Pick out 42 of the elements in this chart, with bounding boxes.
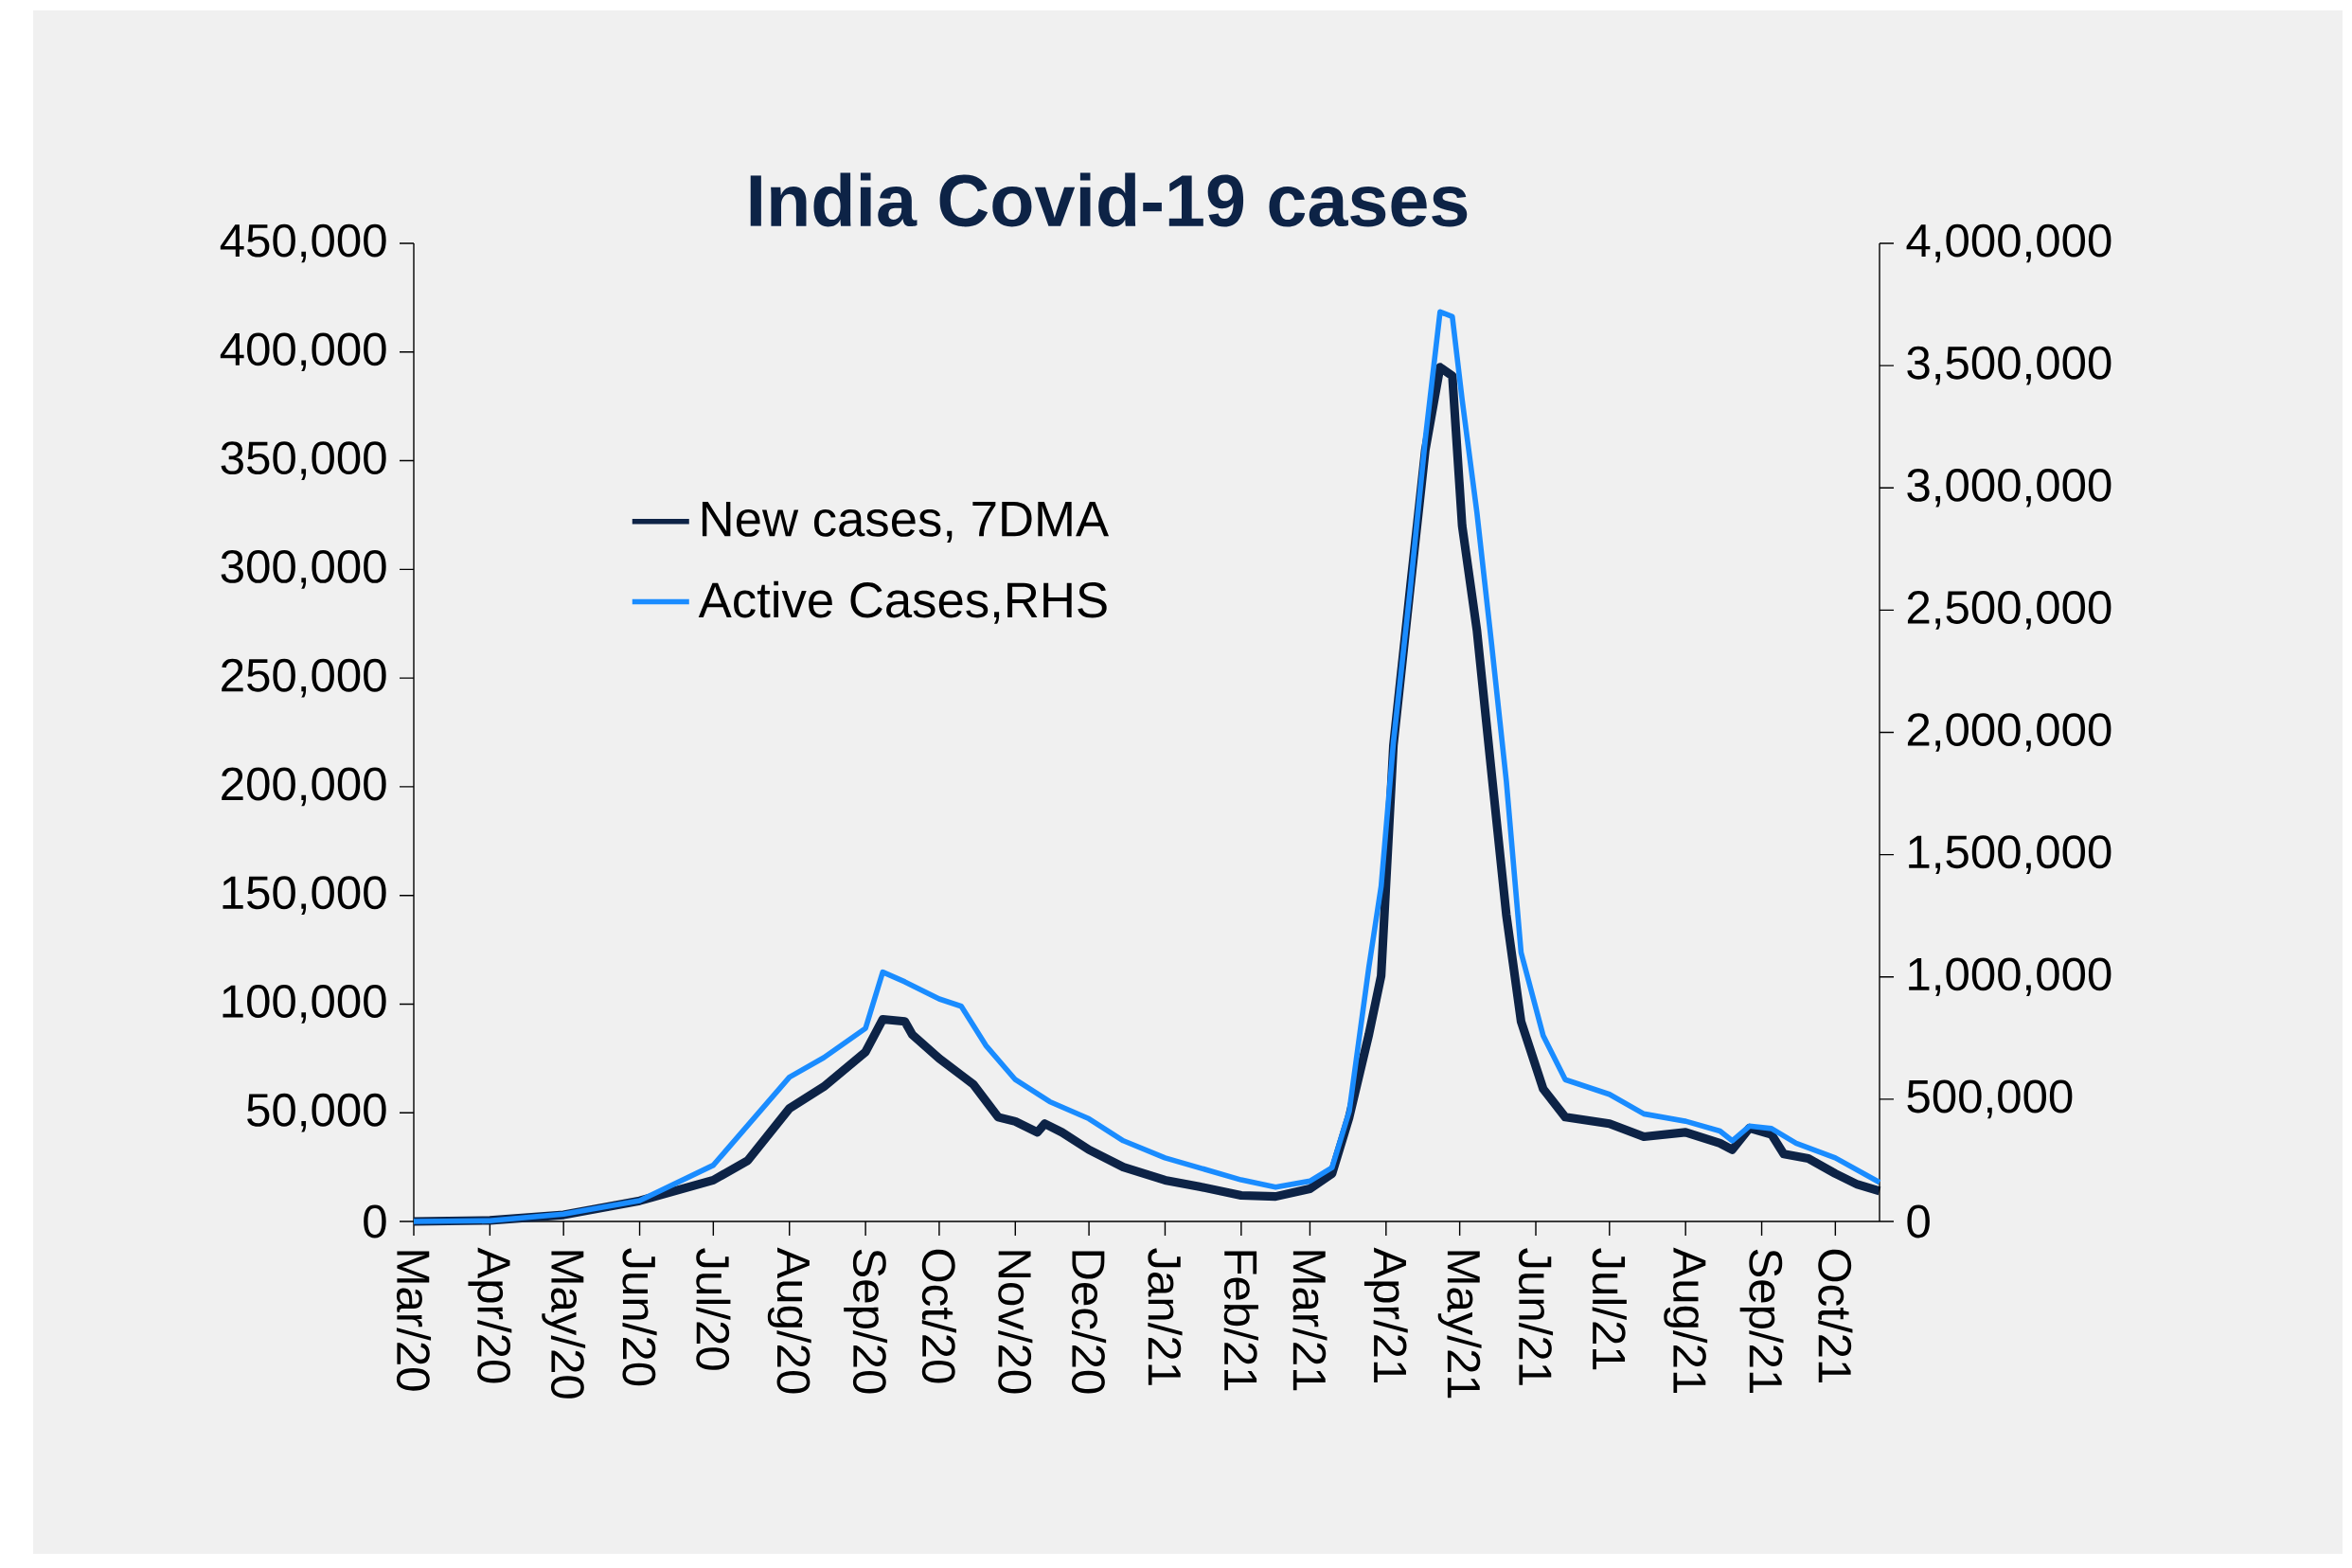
y-tick-label: 450,000 [220,223,386,263]
y2-tick-label: 0 [1907,1204,1930,1238]
y-tick-label: 250,000 [222,658,386,698]
x-tick-label: Aug/20 [767,1247,811,1394]
y2-tick-label: 2,000,000 [1907,713,2111,752]
chart-title: India Covid-19 cases [750,172,1468,227]
x-tick-label: Mar/21 [1292,1251,1327,1391]
y2-tick-label: 2,500,000 [1907,591,2111,630]
y-tick-label: 150,000 [223,876,386,915]
x-tick-label: Apr/21 [1363,1247,1408,1382]
y-tick-label: 50,000 [247,1093,386,1132]
y2-tick-label: 1,500,000 [1909,835,2111,874]
y2-tick-label: 1,000,000 [1909,957,2111,997]
x-tick-label: Sep/20 [844,1249,888,1394]
y-tick-label: 200,000 [222,767,386,807]
legend-label: Active Cases,RHS [698,580,1107,624]
x-tick-label: Jun/20 [622,1248,657,1386]
y-tick-label: 300,000 [221,549,386,589]
x-tick-label: Aug/21 [1664,1247,1708,1393]
y-tick-label: 400,000 [220,332,386,372]
y-tick-label: 350,000 [221,441,386,480]
x-tick-label: Jun/21 [1518,1248,1554,1385]
x-tick-label: Oct/21 [1818,1249,1853,1382]
y-tick-label: 0 [364,1204,386,1238]
x-tick-label: Oct/20 [921,1249,956,1383]
x-tick-label: Jan/21 [1148,1248,1183,1385]
x-tick-label: May/21 [1437,1251,1482,1399]
y-tick-label: 100,000 [223,985,386,1024]
y2-tick-label: 4,000,000 [1906,223,2111,263]
x-tick-label: Mar/20 [396,1251,432,1391]
y2-tick-label: 3,000,000 [1907,468,2111,508]
x-tick-label: Nov/20 [998,1251,1033,1394]
x-tick-label: Dec/20 [1072,1251,1107,1394]
x-tick-label: May/20 [542,1251,586,1399]
legend-label: New cases, 7DMA [702,502,1110,543]
x-tick-label: Jul/20 [696,1248,731,1370]
x-tick-label: Feb/21 [1223,1251,1258,1391]
y2-tick-label: 500,000 [1907,1079,2073,1119]
x-tick-label: Jul/21 [1592,1248,1627,1370]
y2-tick-label: 3,500,000 [1907,346,2111,385]
x-tick-label: Apr/20 [468,1247,512,1383]
x-tick-label: Sep/21 [1739,1249,1784,1393]
